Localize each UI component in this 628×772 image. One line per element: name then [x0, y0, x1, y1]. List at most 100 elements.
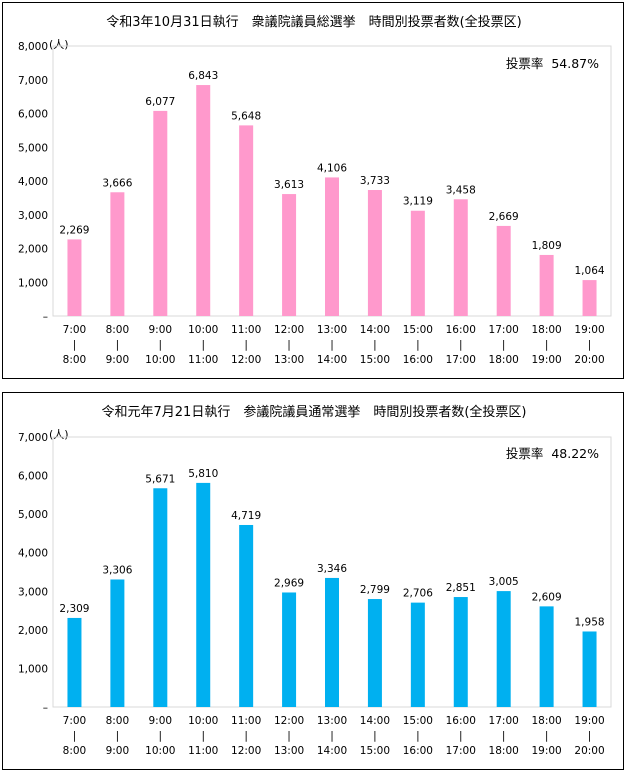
x-tick-label-end: 11:00 [188, 745, 218, 757]
x-tick-label-end: 9:00 [106, 745, 130, 757]
x-tick-label-separator: | [287, 339, 291, 351]
chart-panel-upper-house-election: 令和元年7月21日執行 参議院議員通常選挙 時間別投票者数(全投票区) (人) … [2, 392, 624, 770]
x-tick-label-end: 11:00 [188, 354, 218, 366]
y-tick-label: 3,000 [18, 586, 48, 598]
y-axis-unit: (人) [49, 428, 69, 441]
x-tick-label-start: 15:00 [403, 715, 433, 727]
bar [367, 190, 382, 316]
x-tick-label-start: 18:00 [531, 324, 561, 336]
y-tick-label: 6,000 [18, 109, 48, 121]
x-tick-label-end: 15:00 [360, 745, 390, 757]
x-tick-label-separator: | [502, 730, 506, 742]
data-label: 2,969 [274, 577, 304, 589]
data-label: 3,119 [403, 196, 433, 208]
y-tick-label: 2,000 [18, 625, 48, 637]
bar [325, 177, 339, 316]
y-tick-label: 7,000 [18, 432, 48, 444]
x-tick-label-separator: | [545, 730, 549, 742]
bar [153, 488, 168, 707]
x-tick-label-start: 19:00 [574, 324, 604, 336]
x-tick-label-separator: | [287, 730, 291, 742]
data-label: 3,306 [102, 564, 132, 576]
x-tick-label-separator: | [201, 730, 205, 742]
x-tick-label-separator: | [502, 339, 506, 351]
x-tick-label-separator: | [159, 730, 163, 742]
data-label: 2,799 [360, 584, 390, 596]
x-tick-label-separator: | [159, 339, 163, 351]
x-tick-label-end: 19:00 [531, 745, 561, 757]
data-label: 3,613 [274, 179, 304, 191]
x-tick-label-end: 16:00 [403, 745, 433, 757]
x-tick-label-start: 7:00 [63, 715, 87, 727]
y-tick-label: 2,000 [18, 244, 48, 256]
x-tick-label-start: 18:00 [531, 715, 561, 727]
y-tick-label: 1,000 [18, 663, 48, 675]
x-tick-label-separator: | [244, 730, 248, 742]
bar [196, 85, 211, 316]
y-tick-label: 8,000 [18, 41, 48, 53]
x-tick-label-start: 16:00 [446, 324, 476, 336]
bar-chart-general-election: – 1,000 2,000 3,000 4,000 5,000 6,000 7,000 8,00… [18, 41, 612, 366]
data-label: 6,077 [145, 96, 175, 108]
bar [453, 199, 468, 316]
bar [496, 225, 511, 316]
x-tick-label-start: 10:00 [188, 715, 218, 727]
x-tick-label-start: 11:00 [231, 715, 261, 727]
bar [153, 110, 168, 317]
y-tick-label: 4,000 [18, 548, 48, 560]
x-tick-label-separator: | [416, 339, 420, 351]
bar [539, 254, 554, 316]
x-tick-label-start: 9:00 [149, 324, 173, 336]
x-tick-label-separator: | [545, 339, 549, 351]
data-label: 2,706 [403, 588, 433, 600]
bar [325, 577, 339, 707]
data-label: 5,648 [231, 110, 261, 122]
y-tick-label: 7,000 [18, 75, 48, 87]
data-label: 5,810 [188, 468, 218, 480]
data-label: 3,458 [446, 184, 476, 196]
bar [239, 125, 254, 316]
bar [496, 591, 511, 707]
x-tick-label-separator: | [373, 730, 377, 742]
bar [582, 280, 597, 316]
x-tick-label-separator: | [459, 730, 463, 742]
x-tick-label-start: 8:00 [106, 324, 130, 336]
x-tick-label-start: 9:00 [149, 715, 173, 727]
bar [367, 599, 382, 707]
data-label: 2,609 [532, 591, 562, 603]
x-tick-label-start: 14:00 [360, 715, 390, 727]
turnout-label: 投票率 [505, 56, 544, 71]
bar [282, 592, 297, 707]
x-tick-label-separator: | [244, 339, 248, 351]
x-tick-label-separator: | [73, 730, 77, 742]
x-tick-label-separator: | [588, 339, 592, 351]
x-tick-label-separator: | [201, 339, 205, 351]
y-tick-label: – [43, 702, 48, 714]
x-tick-label-end: 18:00 [489, 745, 519, 757]
x-tick-label-end: 9:00 [106, 354, 130, 366]
x-tick-label-separator: | [416, 730, 420, 742]
x-tick-label-end: 20:00 [574, 745, 604, 757]
turnout-value: 48.22% [551, 446, 599, 461]
bar [67, 617, 82, 707]
x-tick-label-start: 15:00 [403, 324, 433, 336]
turnout-rate: 投票率 48.22% [506, 443, 599, 462]
bar [110, 192, 125, 316]
bar [539, 606, 554, 707]
x-tick-label-start: 7:00 [63, 324, 87, 336]
x-tick-label-start: 19:00 [574, 715, 604, 727]
bar [196, 482, 211, 707]
chart-title: 令和3年10月31日執行 衆議院議員総選挙 時間別投票者数(全投票区) [106, 15, 522, 30]
x-tick-label-start: 16:00 [446, 715, 476, 727]
x-tick-label-end: 17:00 [446, 745, 476, 757]
bar [110, 579, 125, 707]
x-tick-label-end: 14:00 [317, 354, 347, 366]
x-tick-label-start: 11:00 [231, 324, 261, 336]
data-label: 3,346 [317, 563, 347, 575]
data-label: 2,851 [446, 582, 476, 594]
x-tick-label-separator: | [330, 730, 334, 742]
x-tick-label-end: 10:00 [145, 745, 175, 757]
data-label: 2,309 [59, 603, 89, 615]
x-tick-label-end: 15:00 [360, 354, 390, 366]
data-label: 3,005 [489, 576, 519, 588]
